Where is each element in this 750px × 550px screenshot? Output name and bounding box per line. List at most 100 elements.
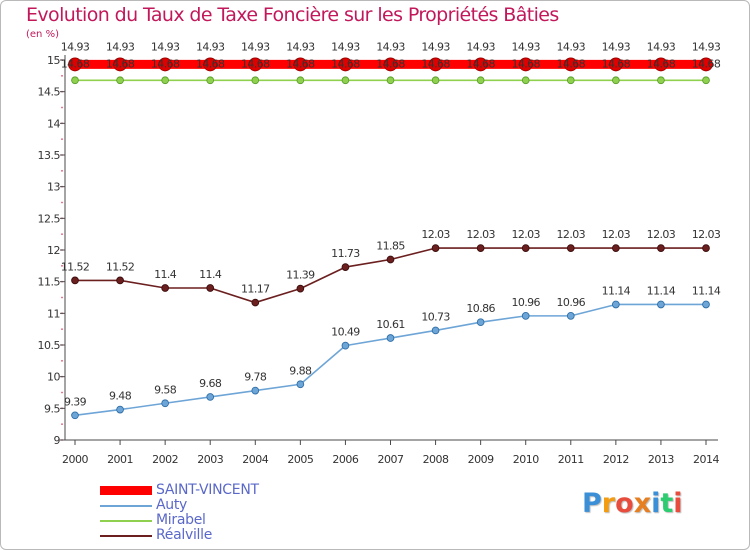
data-point <box>293 57 308 72</box>
data-label: 14.68 <box>557 57 586 70</box>
data-point <box>296 76 305 85</box>
data-label: 14.93 <box>602 40 631 53</box>
logo-letter: x <box>633 488 652 519</box>
x-tick-label: 2014 <box>693 453 719 466</box>
y-tick-label: 11 <box>47 307 60 320</box>
y-tick-label: 15 <box>47 54 60 67</box>
data-point <box>161 284 169 292</box>
x-tick-label: 2001 <box>107 453 133 466</box>
y-axis-ticks: 9 9.5 10 10.5 11 11.5 12 12.5 13 13.5 14 14.5 15 <box>38 54 65 447</box>
y-tick-label: 11.5 <box>38 276 61 289</box>
data-point <box>251 386 260 395</box>
legend-label: Mirabel <box>156 512 206 528</box>
y-minor-dot <box>61 423 63 426</box>
data-point <box>654 57 668 72</box>
logo-letter: i <box>651 488 661 519</box>
data-label: 14.93 <box>241 40 270 53</box>
data-point <box>71 411 79 420</box>
data-point <box>296 380 305 389</box>
data-point <box>566 244 575 252</box>
data-point <box>116 76 124 85</box>
data-label: 10.96 <box>557 296 586 309</box>
x-tick-label: 2004 <box>242 453 268 466</box>
data-label: 12.03 <box>602 228 631 241</box>
x-tick-label: 2003 <box>197 453 223 466</box>
data-point <box>71 276 79 285</box>
x-tick-label: 2013 <box>648 453 674 466</box>
data-labels-layer: 14.93 14.93 14.93 14.93 14.93 14.93 14.93 14.93… <box>61 40 722 408</box>
data-label: 14.68 <box>151 57 180 70</box>
y-tick-label: 9 <box>54 434 61 447</box>
data-label: 11.4 <box>199 268 222 281</box>
data-label: 11.73 <box>331 247 360 260</box>
y-minor-dot <box>61 169 63 172</box>
x-tick-label: 2008 <box>423 453 449 466</box>
data-label: 14.93 <box>647 40 676 53</box>
data-label: 11.85 <box>376 240 405 253</box>
data-point <box>296 284 305 293</box>
y-minor-dot <box>61 391 63 394</box>
data-label: 14.68 <box>241 57 270 70</box>
y-tick-label: 10.5 <box>38 339 61 352</box>
data-point <box>428 57 443 72</box>
y-tick-label: 10 <box>47 371 60 384</box>
data-label: 14.93 <box>106 40 135 53</box>
data-label: 14.68 <box>511 57 540 70</box>
data-point <box>476 318 485 327</box>
data-label: 14.68 <box>421 57 450 70</box>
y-tick-label: 12.5 <box>38 212 61 225</box>
data-point <box>518 57 533 72</box>
legend-label: SAINT-VINCENT <box>156 482 259 498</box>
data-point <box>206 393 215 401</box>
data-point <box>473 57 488 72</box>
data-point <box>657 76 665 85</box>
legend-item-auty: Auty <box>100 498 320 513</box>
logo-letter: t <box>660 488 674 519</box>
data-label: 11.14 <box>647 284 676 297</box>
x-tick-label: 2006 <box>332 453 358 466</box>
x-tick-label: 2010 <box>513 453 539 466</box>
y-minor-dot <box>61 233 63 236</box>
data-label: 11.17 <box>241 283 270 296</box>
data-point <box>566 312 575 320</box>
data-point <box>476 76 485 85</box>
y-tick-label: 13 <box>47 181 60 194</box>
data-label: 11.39 <box>286 269 315 282</box>
y-tick-label: 9.5 <box>44 402 60 415</box>
data-point <box>521 312 530 320</box>
data-point <box>431 76 440 85</box>
data-point <box>68 57 82 72</box>
data-label: 14.93 <box>151 40 180 53</box>
data-point <box>563 57 578 72</box>
proxiti-logo: Proxiti <box>582 488 683 519</box>
y-minor-dot <box>61 106 63 109</box>
data-point <box>612 76 620 85</box>
data-point <box>612 244 620 252</box>
data-label: 12.03 <box>466 228 495 241</box>
data-point <box>338 57 353 72</box>
data-point <box>566 76 575 85</box>
data-point <box>161 399 169 408</box>
series-layer <box>68 57 713 420</box>
data-point <box>383 57 398 72</box>
data-point <box>702 244 710 252</box>
data-label: 11.4 <box>154 268 177 281</box>
data-label: 14.93 <box>511 40 540 53</box>
y-tick-label: 14 <box>47 117 60 130</box>
data-label: 11.14 <box>692 284 721 297</box>
data-point <box>386 76 395 85</box>
y-minor-dot <box>61 74 63 77</box>
data-label: 10.49 <box>331 326 360 339</box>
data-point <box>699 57 713 72</box>
data-label: 14.68 <box>106 57 135 70</box>
data-label: 14.68 <box>286 57 315 70</box>
data-label: 9.58 <box>154 383 177 396</box>
data-point <box>71 76 79 85</box>
legend: SAINT-VINCENT Auty Mirabel Réalville <box>100 483 320 543</box>
data-point <box>386 255 395 264</box>
data-label: 11.52 <box>61 260 90 273</box>
y-tick-label: 13.5 <box>38 149 61 162</box>
legend-swatch <box>100 535 152 537</box>
data-point <box>476 244 485 252</box>
